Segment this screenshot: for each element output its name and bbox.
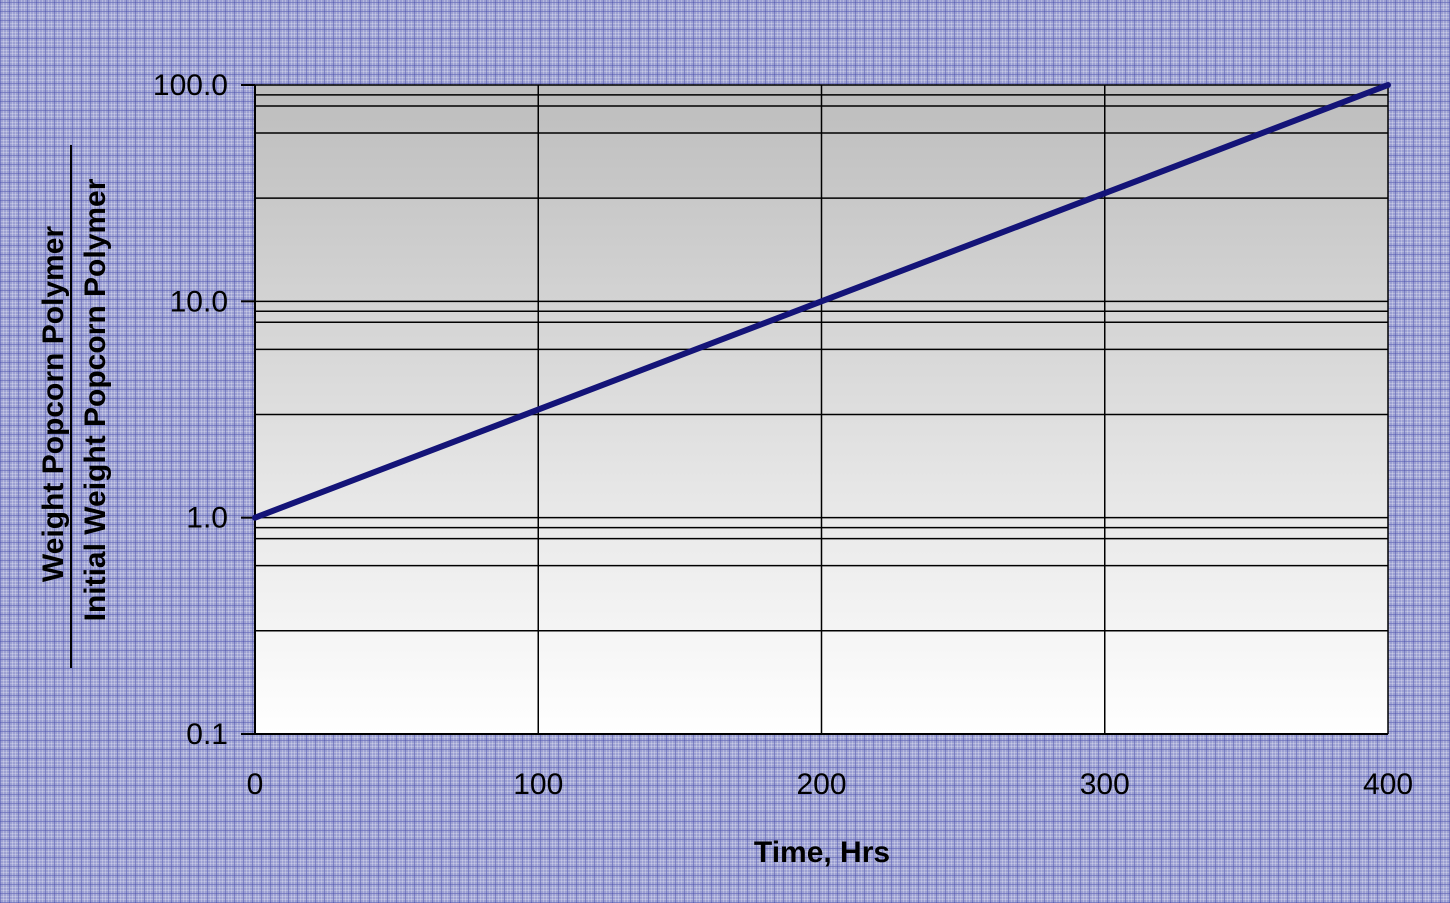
y-tick-label: 10.0 — [170, 285, 228, 318]
y-axis-title-numerator: Weight Popcorn Polymer — [37, 226, 70, 582]
x-tick-label: 100 — [513, 768, 563, 801]
series-layer — [252, 82, 1391, 521]
x-tick-label: 0 — [247, 768, 264, 801]
x-tick-label: 400 — [1363, 768, 1413, 801]
x-tick-label: 300 — [1080, 768, 1130, 801]
x-tick-label: 200 — [796, 768, 846, 801]
y-tick-label: 1.0 — [186, 502, 228, 535]
y-tick-label: 100.0 — [153, 69, 228, 102]
series-line — [252, 82, 1391, 521]
tick-labels: 0 100 200 300 400 0.1 1.0 10.0 100.0 — [153, 69, 1413, 801]
y-axis-title: Weight Popcorn Polymer Initial Weight Po… — [37, 145, 112, 668]
x-axis-title: Time, Hrs — [754, 836, 890, 869]
y-axis-title-denominator: Initial Weight Popcorn Polymer — [79, 178, 112, 621]
y-tick-label: 0.1 — [186, 718, 228, 751]
gridlines — [241, 84, 1389, 735]
